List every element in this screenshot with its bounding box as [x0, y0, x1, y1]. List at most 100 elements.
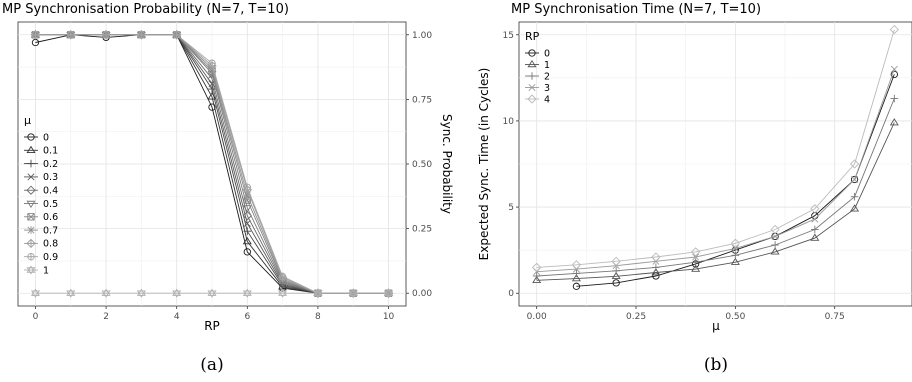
- x-tick-label: 0: [33, 312, 39, 322]
- legend-marker: [27, 226, 35, 234]
- legend-item: 4: [525, 94, 550, 105]
- legend-item: 1: [24, 265, 49, 276]
- data-point: [242, 288, 252, 298]
- data-point: [691, 264, 701, 272]
- series-2: [532, 94, 899, 280]
- data-point: [851, 175, 859, 184]
- legend-label: 0.3: [43, 172, 58, 183]
- data-point: [730, 238, 741, 248]
- data-point: [850, 204, 860, 212]
- chart-title: MP Synchronisation Probability (N=7, T=1…: [2, 2, 289, 17]
- x-axis-label: μ: [712, 319, 720, 333]
- series-line: [536, 98, 895, 277]
- y-tick-label: 0.75: [412, 95, 432, 105]
- x-tick-label: 0.75: [825, 312, 845, 322]
- data-point: [572, 269, 581, 278]
- data-point: [690, 247, 701, 257]
- data-point: [136, 288, 146, 298]
- series-1: [532, 118, 899, 283]
- legend-marker: [528, 72, 536, 80]
- data-point: [172, 30, 181, 39]
- y-tick-label: 15: [503, 31, 514, 41]
- legend-marker: [528, 83, 536, 92]
- legend-label: 0.9: [43, 252, 58, 263]
- legend-label: 0: [43, 132, 49, 143]
- legend-item: 3: [525, 83, 550, 94]
- data-point: [572, 282, 581, 290]
- data-point: [242, 205, 252, 213]
- legend-title: μ: [24, 114, 31, 127]
- legend-label: 0.7: [43, 225, 58, 236]
- legend-marker: [26, 265, 36, 275]
- y-axis-ticks: 0 5 10 15: [503, 31, 519, 299]
- x-tick-label: 0.50: [725, 312, 745, 322]
- legend-item: 0.5: [24, 199, 58, 210]
- legend-label: 0.8: [43, 239, 58, 250]
- legend-label: 0.4: [43, 186, 58, 197]
- caption-a: (a): [200, 355, 223, 375]
- data-point: [313, 288, 323, 298]
- data-point: [208, 103, 216, 111]
- legend-item: 0.3: [24, 172, 58, 183]
- legend-item: 0.9: [24, 252, 58, 263]
- legend-marker: [27, 133, 35, 141]
- data-point: [890, 70, 898, 79]
- legend-marker: [27, 252, 35, 261]
- legend-marker: [26, 185, 36, 195]
- legend-label: 1: [544, 60, 550, 71]
- series-group: [532, 24, 899, 290]
- legend-label: 0: [544, 48, 550, 59]
- series-line: [536, 29, 895, 268]
- x-axis-label: RP: [204, 319, 220, 333]
- x-tick-label: 2: [103, 312, 109, 322]
- data-point: [66, 30, 75, 39]
- y-tick-label: 5: [508, 203, 514, 213]
- x-axis-ticks: 0 2 4 6 8 10: [33, 306, 395, 322]
- legend-marker: [26, 145, 36, 153]
- legend-marker: [27, 173, 35, 181]
- legend-label: 0.2: [43, 159, 58, 170]
- y-tick-label: 10: [503, 117, 515, 127]
- data-point: [242, 236, 252, 245]
- legend-marker: [527, 59, 537, 68]
- y-axis-ticks: 0.00 0.25 0.50 0.75 1.00: [406, 31, 432, 299]
- data-point: [611, 256, 621, 266]
- data-point: [770, 247, 780, 255]
- x-tick-label: 0.25: [626, 312, 646, 322]
- data-point: [571, 260, 582, 270]
- y-tick-label: 0.50: [412, 160, 432, 170]
- data-point: [731, 251, 740, 260]
- legend-label: 0.1: [43, 146, 58, 157]
- data-point: [278, 272, 287, 281]
- y-axis-label: Sync. Probability: [440, 114, 454, 214]
- y-tick-label: 0: [508, 289, 514, 299]
- series-1: [30, 288, 394, 298]
- data-point: [243, 219, 251, 227]
- data-point: [850, 175, 859, 184]
- legend-item: 2: [525, 71, 550, 82]
- legend-item: 0.4: [24, 186, 58, 197]
- data-point: [102, 30, 110, 39]
- data-point: [889, 118, 899, 126]
- x-tick-label: 8: [315, 312, 321, 322]
- legend-marker: [26, 238, 36, 249]
- data-point: [208, 59, 216, 68]
- legend-item: 0.8: [24, 239, 58, 250]
- data-point: [652, 263, 660, 272]
- legend-item: 0.6: [24, 212, 58, 223]
- data-point: [811, 215, 819, 223]
- data-point: [651, 252, 661, 262]
- data-point: [890, 65, 898, 73]
- data-point: [101, 288, 111, 298]
- legend-label: 3: [544, 83, 550, 94]
- data-point: [730, 257, 740, 265]
- series-4: [532, 24, 899, 273]
- data-point: [810, 204, 820, 214]
- data-point: [532, 275, 542, 283]
- data-point: [384, 288, 394, 298]
- legend-item: 0.2: [24, 159, 58, 170]
- y-tick-label: 1.00: [412, 31, 432, 41]
- data-point: [850, 192, 859, 201]
- x-tick-label: 10: [383, 312, 395, 322]
